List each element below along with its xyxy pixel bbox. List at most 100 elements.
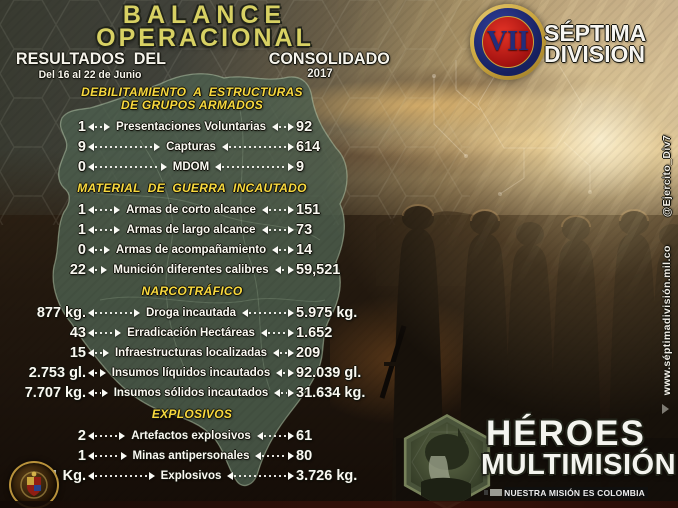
dashed-arrow-right-icon	[242, 309, 295, 317]
stat-value-left: 9	[77, 138, 86, 155]
section-debilitamiento: DEBILITAMIENTO A ESTRUCTURAS DE GRUPOS A…	[8, 86, 376, 176]
consolidated-title: CONSOLIDADO	[268, 49, 390, 68]
dashed-arrow-left-icon	[88, 266, 108, 274]
stat-value-left: 22	[69, 261, 86, 278]
dashed-arrow-left-icon	[88, 143, 161, 151]
stat-value-left: 2	[77, 427, 86, 444]
dashed-arrow-left-icon	[88, 369, 106, 377]
stat-label: MDOM	[172, 160, 210, 173]
vii-roundel-red-center: VII	[482, 16, 534, 68]
dashed-arrow-left-icon	[88, 246, 110, 254]
dashed-arrow-right-icon	[261, 206, 295, 214]
stat-value-right: 9	[296, 158, 305, 175]
stat-value-right: 61	[296, 427, 313, 444]
dashed-arrow-left-icon	[88, 163, 167, 171]
stat-row: 161 Kg. Explosivos 3.726 kg.	[8, 466, 376, 485]
vii-roundel-icon: VII	[470, 4, 546, 80]
stat-label: Insumos líquidos incautados	[111, 366, 271, 379]
watermark-website: www.séptimadivisión.mil.co	[661, 245, 673, 396]
stat-value-right: 209	[296, 344, 321, 361]
division-name-line-1: SÉPTIMA	[544, 20, 647, 46]
stat-label: Droga incautada	[145, 306, 237, 319]
stat-row: 1 Minas antipersonales 80	[8, 446, 376, 465]
dashed-arrow-right-icon	[274, 266, 295, 274]
section-narcotrafico: NARCOTRÁFICO 877 kg. Droga incautada 5.975…	[8, 285, 376, 402]
stat-label: Armas de largo alcance	[126, 223, 256, 236]
dashed-arrow-right-icon	[215, 163, 295, 171]
division-name: SÉPTIMA DIVISION	[544, 20, 647, 66]
page-title: BALANCE OPERACIONAL	[60, 1, 350, 52]
sun-rays	[250, 0, 678, 430]
soldier-profile-icon	[411, 424, 483, 502]
stat-row: 877 kg. Droga incautada 5.975 kg.	[8, 303, 376, 322]
tagline-dash-decoration	[484, 490, 489, 495]
army-coat-of-arms-seal-icon	[9, 461, 59, 508]
watermark-vertical-text: www.séptimadivisión.mil.co @Ejercito_Div…	[660, 85, 674, 445]
dashed-arrow-left-icon	[88, 329, 122, 337]
stat-label: Armas de corto alcance	[126, 203, 256, 216]
dashed-arrow-left-icon	[88, 206, 121, 214]
stat-label: Munición diferentes calibres	[113, 263, 269, 276]
results-period-block: RESULTADOS DEL Del 16 al 22 de Junio	[16, 50, 166, 82]
corner-chevron-icon	[662, 404, 669, 414]
dashed-arrow-right-icon	[274, 389, 295, 397]
stat-value-left: 15	[69, 344, 86, 361]
stat-label: Armas de acompañamiento	[115, 243, 267, 256]
heroes-tagline: NUESTRA MISIÓN ES COLOMBIA	[504, 487, 648, 498]
stats-panel: DEBILITAMIENTO A ESTRUCTURAS DE GRUPOS A…	[8, 86, 376, 486]
results-date-range: Del 16 al 22 de Junio	[38, 69, 142, 81]
section-title: EXPLOSIVOS	[151, 407, 233, 421]
consolidated-year: 2017	[307, 66, 333, 80]
heroes-brand-line-1: HÉROES	[486, 414, 646, 453]
dashed-arrow-left-icon	[88, 432, 126, 440]
stat-row: 2 Artefactos explosivos 61	[8, 426, 376, 445]
dashed-arrow-right-icon	[227, 472, 294, 480]
stat-label: Infraestructuras localizadas	[114, 346, 268, 359]
watermark-twitter-handle: @Ejercito_Div7	[661, 134, 673, 218]
dashed-arrow-right-icon	[272, 246, 294, 254]
dashed-arrow-left-icon	[88, 452, 127, 460]
dashed-arrow-left-icon	[88, 389, 108, 397]
stat-value-left: 0	[77, 241, 86, 258]
stat-row: 1 Armas de largo alcance 73	[8, 220, 376, 239]
stat-row: 22 Munición diferentes calibres 59,521	[8, 260, 376, 279]
stat-value-right: 614	[296, 138, 321, 155]
stat-label: Erradicación Hectáreas	[127, 326, 255, 339]
stat-value-right: 31.634 kg.	[296, 384, 366, 401]
section-material-guerra: MATERIAL DE GUERRA INCAUTADO 1 Armas de c…	[8, 182, 376, 279]
dashed-arrow-right-icon	[255, 452, 294, 460]
stat-value-left: 1	[77, 118, 86, 135]
stat-label: Explosivos	[160, 469, 222, 482]
dashed-arrow-left-icon	[88, 123, 111, 131]
stat-value-left: 7.707 kg.	[24, 384, 86, 401]
stat-value-right: 80	[296, 447, 313, 464]
dashed-arrow-right-icon	[221, 143, 295, 151]
section-explosivos: EXPLOSIVOS 2 Artefactos explosivos 61 1 Min…	[8, 408, 376, 485]
stat-row: 15 Infraestructuras localizadas 209	[8, 343, 376, 362]
stat-value-left: 2.753 gl.	[28, 364, 86, 381]
stat-value-left: 1	[77, 201, 86, 218]
stat-value-right: 59,521	[296, 261, 341, 278]
heroes-brand-line-2: MULTIMISIÓN	[481, 449, 677, 481]
stat-value-right: 3.726 kg.	[296, 467, 358, 484]
stat-value-right: 1.652	[296, 324, 333, 341]
stat-row: 2.753 gl. Insumos líquidos incautados 92.0…	[8, 363, 376, 382]
division-numeral: VII	[486, 26, 529, 57]
stat-value-right: 92.039 gl.	[296, 364, 362, 381]
bottom-edge-strip	[0, 501, 678, 508]
title-line-2: OPERACIONAL	[96, 24, 314, 52]
stat-row: 0 Armas de acompañamiento 14	[8, 240, 376, 259]
stat-row: 9 Capturas 614	[8, 137, 376, 156]
title-line-1: BALANCE	[122, 1, 288, 29]
stat-value-right: 14	[296, 241, 313, 258]
dashed-arrow-right-icon	[276, 369, 294, 377]
stat-label: Capturas	[166, 140, 216, 153]
stat-value-left: 1	[77, 447, 86, 464]
stat-value-right: 92	[296, 118, 313, 135]
stat-value-left: 43	[69, 324, 86, 341]
consolidated-block: CONSOLIDADO 2017	[268, 49, 390, 80]
stat-row: 1 Presentaciones Voluntarias 92	[8, 117, 376, 136]
